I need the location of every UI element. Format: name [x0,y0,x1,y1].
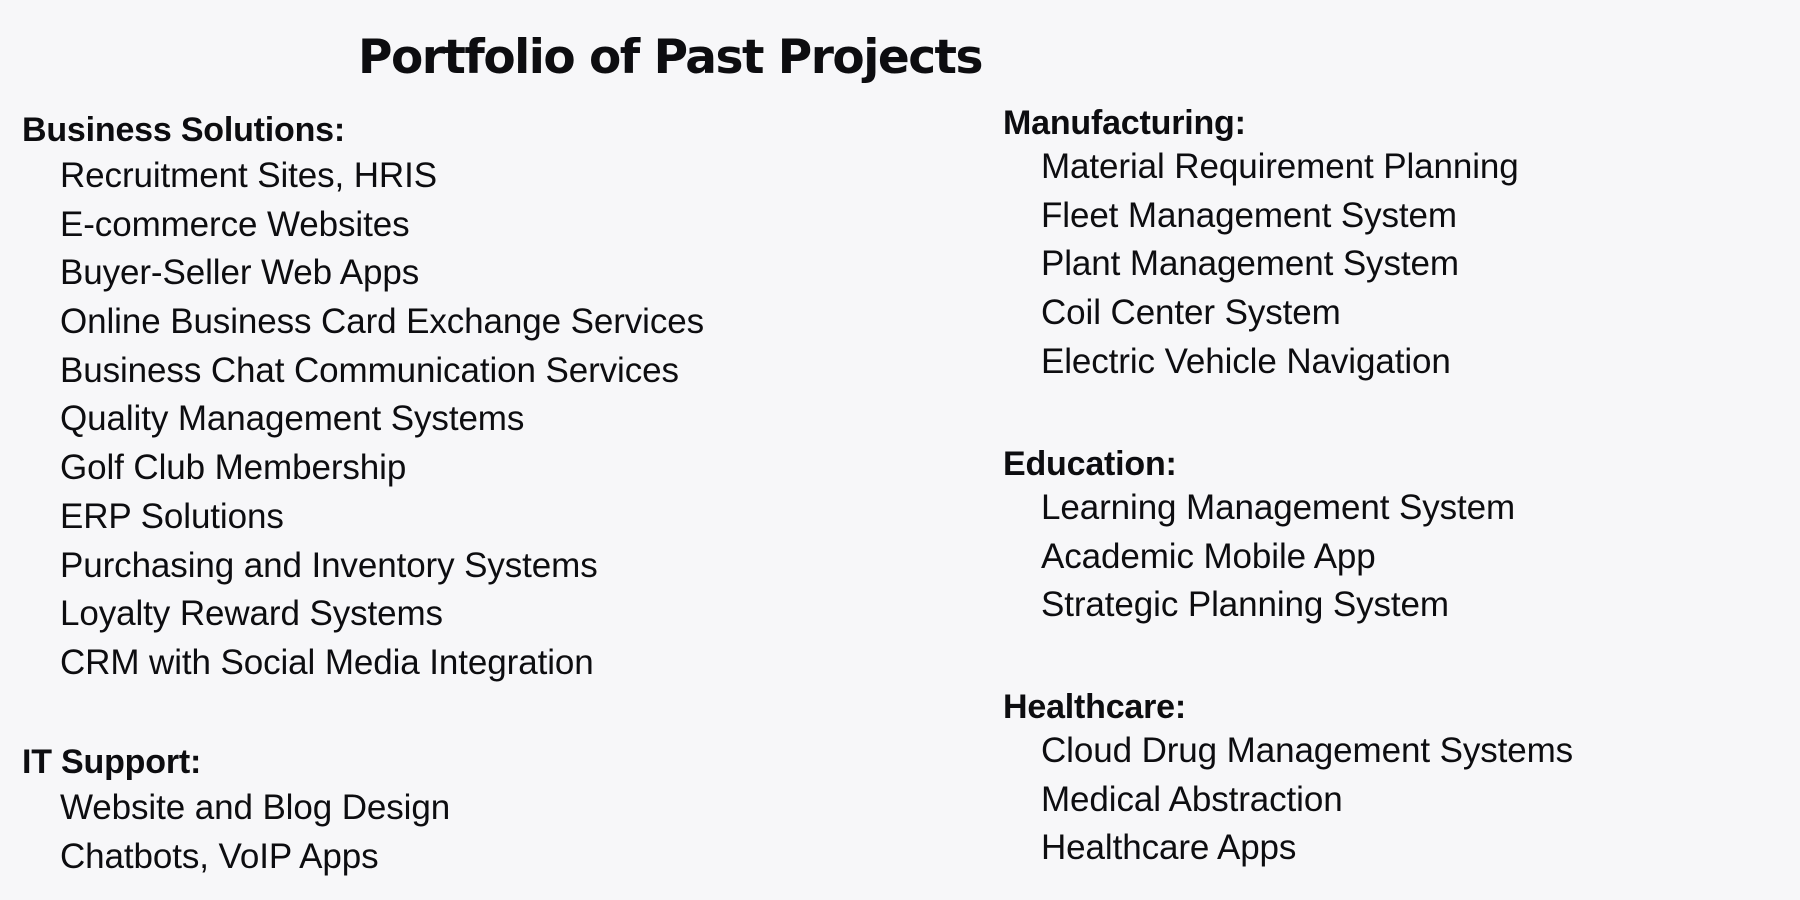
list-item: Strategic Planning System [1041,585,1449,625]
list-item: Website and Blog Design [60,788,451,827]
list-item: Online Business Card Exchange Services [60,302,705,342]
list-item: E-commerce Websites [60,204,410,244]
section-healthcare: Healthcare: Cloud Drug Management System… [1003,687,1573,873]
list-item: Material Requirement Planning [1041,147,1519,186]
section-education: Education: Learning Management System Ac… [1003,444,1515,630]
section-it-support: IT Support: Website and Blog Design Chat… [22,742,450,881]
section-heading: Education: [1003,445,1177,483]
list-item: ERP Solutions [60,496,284,536]
list-item: Medical Abstraction [1041,779,1343,819]
list-item: Buyer-Seller Web Apps [60,253,420,293]
list-item: CRM with Social Media Integration [60,642,594,682]
list-item: Academic Mobile App [1041,536,1376,576]
list-item: Coil Center System [1041,293,1341,333]
project-list: Recruitment Sites, HRIS E-commerce Websi… [22,152,704,688]
list-item: Loyalty Reward Systems [60,594,443,634]
page-title: Portfolio of Past Projects [358,30,984,85]
list-item: Business Chat Communication Services [60,350,679,390]
section-heading: Business Solutions: [22,111,346,149]
list-item: Quality Management Systems [60,399,525,439]
project-list: Material Requirement Planning Fleet Mana… [1003,143,1519,386]
project-list: Website and Blog Design Chatbots, VoIP A… [22,784,450,881]
list-item: Chatbots, VoIP Apps [60,836,379,876]
list-item: Fleet Management System [1041,195,1457,235]
list-item: Electric Vehicle Navigation [1041,341,1451,381]
list-item: Purchasing and Inventory Systems [60,545,598,585]
list-item: Learning Management System [1041,488,1516,527]
project-list: Learning Management System Academic Mobi… [1003,484,1515,630]
section-heading: Healthcare: [1003,688,1186,726]
section-heading: IT Support: [22,743,202,781]
section-business-solutions: Business Solutions: Recruitment Sites, H… [22,110,704,688]
section-manufacturing: Manufacturing: Material Requirement Plan… [1003,103,1519,386]
list-item: Healthcare Apps [1041,828,1297,868]
list-item: Cloud Drug Management Systems [1041,731,1574,770]
list-item: Recruitment Sites, HRIS [60,156,437,195]
project-list: Cloud Drug Management Systems Medical Ab… [1003,727,1573,873]
list-item: Plant Management System [1041,244,1459,284]
list-item: Golf Club Membership [60,448,407,488]
section-heading: Manufacturing: [1003,104,1246,142]
